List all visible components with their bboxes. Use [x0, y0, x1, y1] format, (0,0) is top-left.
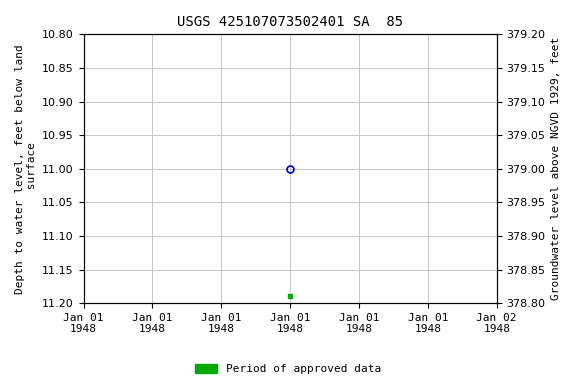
Legend: Period of approved data: Period of approved data — [191, 359, 385, 379]
Y-axis label: Depth to water level, feet below land
 surface: Depth to water level, feet below land su… — [15, 44, 37, 294]
Y-axis label: Groundwater level above NGVD 1929, feet: Groundwater level above NGVD 1929, feet — [551, 37, 561, 300]
Title: USGS 425107073502401 SA  85: USGS 425107073502401 SA 85 — [177, 15, 403, 29]
